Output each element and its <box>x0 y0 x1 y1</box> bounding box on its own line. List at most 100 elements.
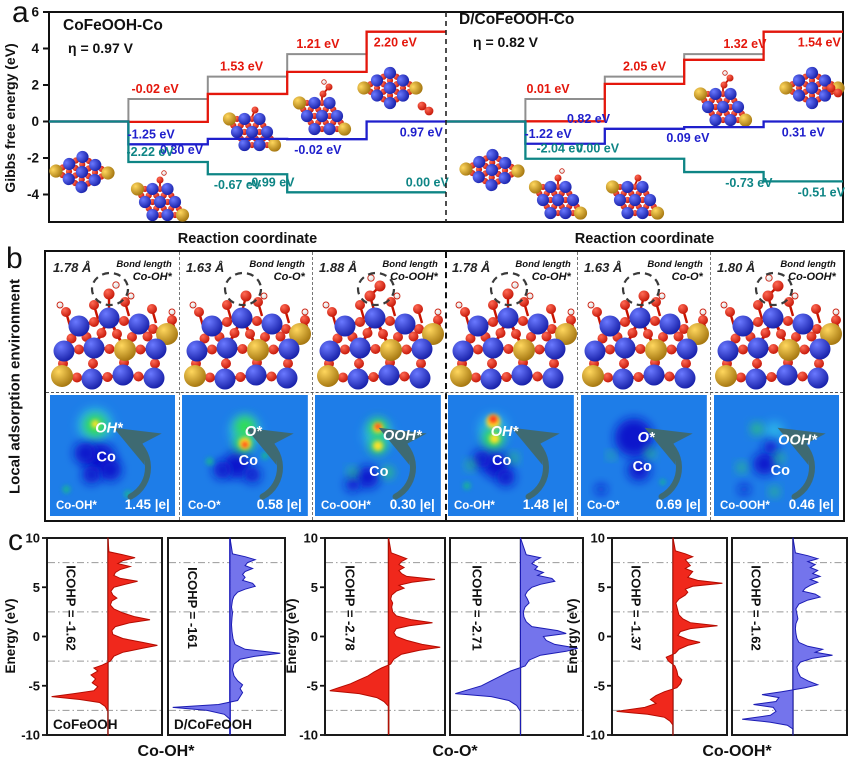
panel-b-cell-divider <box>710 252 712 520</box>
panel-b-row-divider <box>46 392 843 393</box>
o2-molecule <box>417 101 434 116</box>
adsorbate-label: O* <box>245 424 263 440</box>
cohp-ytick: 5 <box>33 580 40 595</box>
molecule-thumbnail <box>130 170 190 222</box>
adsorbate-label: OOH* <box>778 433 818 449</box>
charge-transfer-value: 1.45 |e| <box>124 497 169 512</box>
panel-a-ytick: -4 <box>27 187 39 202</box>
bond-pair-label: Co-O* <box>587 500 620 512</box>
bond-species-label: Co-O* <box>672 271 704 283</box>
gibbs-line-teal <box>49 120 446 194</box>
gibbs-step-label: 0.82 eV <box>567 112 611 126</box>
panel-a-ytick: 0 <box>31 114 39 129</box>
cohp-group-xlabel: Co-OOH* <box>702 743 772 760</box>
cohp-ytick: 0 <box>311 629 318 644</box>
charge-transfer-arrow <box>511 427 560 500</box>
metal-label: Co <box>369 464 388 480</box>
charge-transfer-arrow <box>777 427 826 500</box>
icohp-value-label: ICOHP = -2.71 <box>470 565 485 650</box>
bond-pair-label: Co-OH* <box>454 500 495 512</box>
charge-density-map-co-oh-: OH* Co Co-OH* 1.45 |e| <box>49 395 176 516</box>
cohp-ytick: 0 <box>33 629 40 644</box>
panel-a-ytick: 2 <box>31 78 39 93</box>
icohp-value-label: ICOHP = -1.37 <box>629 565 644 650</box>
gibbs-step-label: -0.51 eV <box>798 185 846 199</box>
gibbs-step-label: -0.73 eV <box>725 176 773 190</box>
metal-label: Co <box>96 450 115 466</box>
cohp-ylabel: Energy (eV) <box>284 598 299 673</box>
panel-a-ytick: 4 <box>31 41 39 56</box>
overpotential-label: η = 0.97 V <box>68 40 134 56</box>
charge-density-map-co-ooh-: OOH* Co Co-OOH* 0.30 |e| <box>315 395 441 516</box>
bond-length-value: 1.78 Å <box>53 260 91 275</box>
charge-transfer-arrow <box>113 427 162 500</box>
bond-length-caption: Bond length <box>382 259 438 270</box>
overpotential-label: η = 0.82 V <box>473 34 539 50</box>
charge-transfer-value: 0.58 |e| <box>257 497 302 512</box>
panel-b-label: b <box>6 242 23 275</box>
adsorbate-dashed-circle <box>755 271 794 307</box>
panel-c-cohp-plots: Energy (eV) 10 5 0 -5 -10 ICOHP = -1.62 CoFeOOH… <box>3 531 848 760</box>
cohp-spectrum-d-cofeooh <box>742 537 833 736</box>
bond-pair-label: Co-OOH* <box>321 500 371 512</box>
icohp-value-label: ICOHP = -2.78 <box>342 565 357 650</box>
gibbs-step-label: 0.97 eV <box>400 126 444 140</box>
cohp-spectrum-cofeooh <box>329 537 441 735</box>
gibbs-step-label: 0.09 eV <box>666 131 710 145</box>
adsorbate-dashed-circle <box>223 271 262 307</box>
adsorbate-label: O* <box>637 430 655 446</box>
cohp-ytick: -5 <box>28 678 40 693</box>
charge-density-map-co-o-: O* Co Co-O* 0.69 |e| <box>580 395 707 516</box>
metal-label: Co <box>239 453 258 469</box>
gibbs-step-label: -2.04 eV <box>536 142 584 156</box>
icohp-value-label: ICOHP = -1.62 <box>749 565 764 650</box>
cohp-ytick: 10 <box>591 531 605 546</box>
cohp-spectrum-d-cofeooh <box>455 537 578 736</box>
bond-species-label: Co-O* <box>273 271 305 283</box>
panel-a-ylabel: Gibbs free energy (eV) <box>2 43 18 192</box>
bond-pair-label: Co-OOH* <box>720 500 770 512</box>
charge-transfer-value: 1.48 |e| <box>523 497 568 512</box>
metal-label: Co <box>632 459 651 475</box>
molecule-thumbnail <box>693 70 753 127</box>
gibbs-step-label: 1.54 eV <box>798 36 842 50</box>
cohp-ytick: -5 <box>593 678 605 693</box>
gibbs-step-label: -0.02 eV <box>294 143 342 157</box>
icohp-value-label: ICOHP = -1.62 <box>64 565 79 650</box>
gibbs-step-label: 2.20 eV <box>374 36 418 50</box>
molecule-thumbnail <box>459 148 525 192</box>
cohp-ytick: 0 <box>598 629 605 644</box>
panel-a-ytick: -2 <box>27 151 39 166</box>
bond-length-value: 1.78 Å <box>452 260 490 275</box>
sample-footer-label: D/CoFeOOH <box>174 717 252 732</box>
charge-transfer-arrow <box>644 427 693 500</box>
charge-transfer-value: 0.46 |e| <box>788 497 833 512</box>
gibbs-step-label: 0.00 eV <box>406 175 450 189</box>
cohp-group-xlabel: Co-OH* <box>138 743 196 760</box>
gibbs-step-label: -1.25 eV <box>127 127 175 141</box>
gibbs-step-label: 2.05 eV <box>623 60 667 74</box>
gibbs-step-label: -1.22 eV <box>524 127 572 141</box>
xaxis-label: Reaction coordinate <box>575 231 714 247</box>
gibbs-step-label: -0.99 eV <box>247 175 295 189</box>
charge-transfer-value: 0.30 |e| <box>390 497 435 512</box>
cohp-ytick: -10 <box>586 728 605 743</box>
diagram-title: CoFeOOH-Co <box>63 17 163 34</box>
charge-transfer-arrow <box>245 427 295 500</box>
panel-b-center-divider <box>444 252 447 520</box>
panel-b-cell-divider <box>178 252 180 520</box>
bond-species-label: Co-OH* <box>133 271 173 283</box>
panel-a-ytick: 6 <box>31 5 39 20</box>
panel-a-label: a <box>12 0 29 29</box>
cohp-spectrum-cofeooh <box>51 537 158 736</box>
bond-length-value: 1.63 Å <box>584 260 622 275</box>
charge-transfer-value: 0.69 |e| <box>656 497 701 512</box>
cohp-group-xlabel: Co-O* <box>432 743 478 760</box>
adsorbate-dashed-circle <box>90 271 130 307</box>
panel-c-label: c <box>8 524 23 557</box>
panel-b-ylabel: Local adsorption environment <box>6 278 24 494</box>
